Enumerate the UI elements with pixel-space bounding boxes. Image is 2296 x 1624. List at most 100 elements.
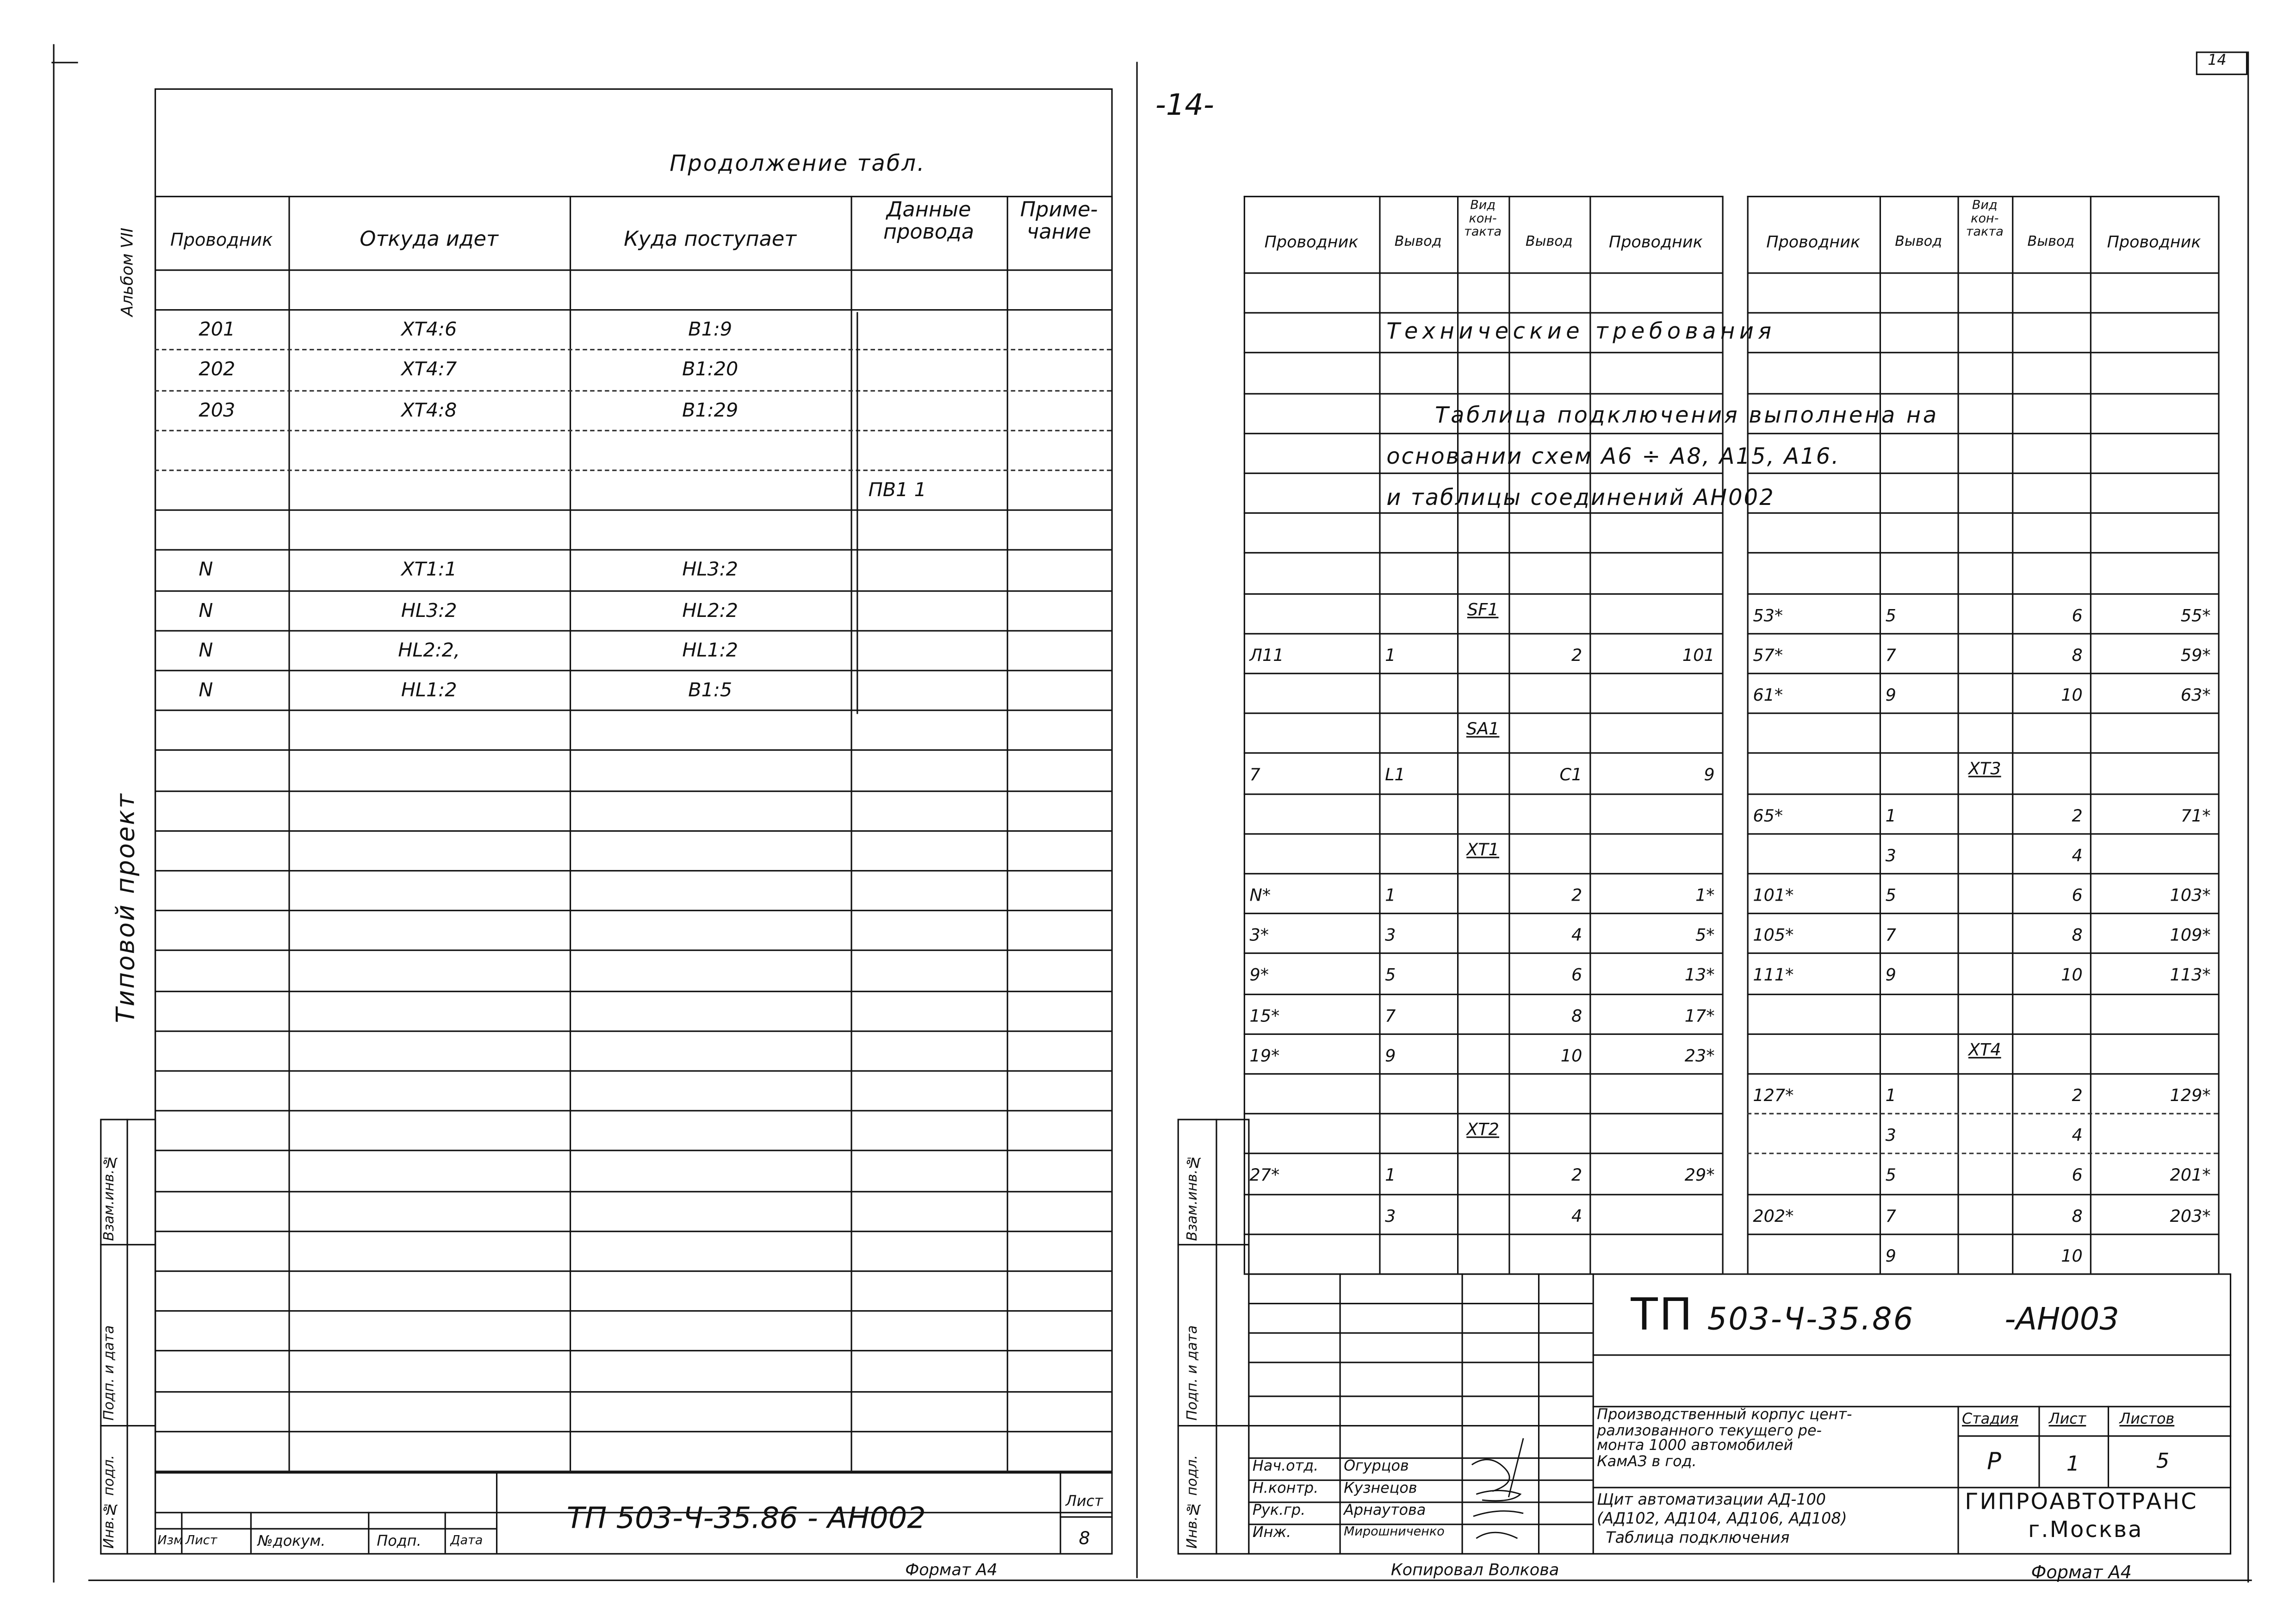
column-line	[1508, 196, 1510, 1274]
row-line	[1243, 473, 1722, 474]
row-line	[154, 1470, 1111, 1472]
note-line-3: и таблицы соединений АН002	[1386, 484, 1775, 511]
right-format-label: Формат А4	[2031, 1562, 2132, 1583]
staff-name: Кузнецов	[1344, 1481, 1417, 1497]
row-line	[154, 1310, 1111, 1312]
header-contact-type: Вид кон-такта	[1464, 199, 1502, 240]
organization-city: г.Москва	[2028, 1516, 2143, 1543]
cell-conductor: 202*	[1753, 1205, 1794, 1226]
cell-conductor: 57*	[1753, 644, 1783, 666]
row-line	[154, 349, 1111, 351]
row-line	[1747, 993, 2218, 995]
cell-conductor: 53*	[1753, 604, 1783, 625]
cell-conductor: 23*	[1684, 1045, 1715, 1066]
cell-from: XT4:6	[401, 319, 457, 342]
row-line	[1747, 672, 2218, 674]
cell-terminal: 6	[2072, 604, 2083, 625]
header-conductor: Проводник	[1766, 232, 1861, 252]
cell-terminal: 1	[1385, 644, 1396, 666]
cell-conductor: 59*	[2180, 644, 2211, 666]
column-line	[288, 196, 290, 1471]
row-line	[1747, 473, 2218, 474]
cell-conductor: 113*	[2170, 964, 2211, 986]
cell-conductor: 3*	[1249, 925, 1269, 946]
stamp-original-inv: Инв.№ подл.	[101, 1455, 118, 1549]
cell-conductor: 109*	[2170, 925, 2211, 946]
cell-terminal: 9	[1885, 964, 1896, 986]
designation-prefix: ТП	[1631, 1289, 1694, 1341]
cell-contact-type: SF1	[1467, 598, 1499, 619]
sheet-number: 8	[1079, 1528, 1090, 1549]
cell-wire-data: ПВ1 1	[868, 479, 926, 502]
row-line	[1243, 833, 1722, 834]
row-line	[1747, 392, 2218, 394]
row-line	[1243, 1153, 1722, 1155]
row-line	[1747, 1073, 2218, 1075]
sheets-label: Листов	[2119, 1412, 2175, 1428]
row-line	[1747, 793, 2218, 795]
row-line	[1243, 1033, 1722, 1035]
column-line	[850, 196, 852, 1471]
title-block-row-line	[1248, 1524, 1593, 1525]
row-line	[154, 629, 1111, 631]
column-line	[569, 196, 571, 1471]
title-block-row-line	[1248, 1303, 1593, 1305]
row-line	[154, 510, 1111, 511]
cell-terminal: 10	[2061, 1245, 2083, 1266]
cell-terminal: 1	[1885, 804, 1896, 826]
cell-conductor: N	[199, 560, 213, 582]
note-heading: Технические требования	[1386, 318, 1776, 345]
row-line	[1243, 873, 1722, 875]
cell-conductor: 201	[199, 319, 236, 342]
note-line-1: Таблица подключения выполнена на	[1435, 402, 1939, 429]
cell-terminal: 6	[2072, 1165, 2083, 1186]
staff-role: Рук.гр.	[1252, 1503, 1306, 1519]
column-line	[1722, 196, 1724, 1274]
left-trim-edge	[53, 44, 55, 1583]
cell-conductor: 71*	[2180, 804, 2211, 826]
row-line	[1243, 913, 1722, 915]
cell-terminal: 2	[1571, 884, 1582, 906]
organization-name: ГИПРОАВТОТРАНС	[1965, 1488, 2198, 1515]
cell-conductor: 5*	[1695, 925, 1715, 946]
title-block-row-line	[1248, 1479, 1593, 1481]
cell-conductor: 101	[1682, 644, 1715, 666]
cell-terminal: 4	[1571, 1205, 1582, 1226]
row-line	[154, 1390, 1111, 1392]
cell-terminal: 10	[2061, 964, 2083, 986]
cell-from: HL2:2,	[398, 640, 460, 662]
table-top-border	[154, 196, 1111, 198]
cell-conductor: 9	[1704, 765, 1715, 785]
column-line	[2218, 196, 2220, 1274]
row-line	[154, 910, 1111, 912]
cell-conductor: 55*	[2180, 604, 2211, 625]
row-line	[1243, 592, 1722, 594]
trim-line	[88, 1579, 2252, 1581]
row-line	[1747, 833, 2218, 834]
right-frame-edge	[2247, 51, 2249, 1583]
stamp-replacement-inv: Взам.инв.№	[1185, 1153, 1201, 1241]
title-block-row-line	[1248, 1362, 1593, 1363]
cell-conductor: 13*	[1684, 964, 1715, 986]
row-line	[154, 1431, 1111, 1432]
table-top-border	[1243, 196, 1722, 198]
row-line	[1243, 312, 1722, 314]
label-change: Изм	[157, 1534, 183, 1549]
cell-conductor: 65*	[1753, 804, 1783, 826]
header-contact-type: Вид кон-такта	[1966, 199, 2004, 240]
cell-terminal: 4	[1571, 925, 1582, 946]
cell-terminal: C1	[1559, 765, 1582, 785]
column-line	[1243, 196, 1245, 1274]
cell-conductor: 203*	[2170, 1205, 2211, 1226]
row-line	[1243, 713, 1722, 715]
copied-by: Копировал Волкова	[1390, 1560, 1559, 1580]
cell-to: B1:9	[688, 319, 732, 342]
sheet-divider	[1136, 62, 1138, 1578]
row-line	[1747, 953, 2218, 955]
title-block-row-line	[1248, 1501, 1593, 1503]
designation-code: 503-Ч-35.86	[1707, 1301, 1915, 1337]
cell-conductor: 111*	[1753, 964, 1794, 986]
row-line	[1243, 1233, 1722, 1235]
stamp-signature-date: Подп. и дата	[101, 1325, 118, 1421]
